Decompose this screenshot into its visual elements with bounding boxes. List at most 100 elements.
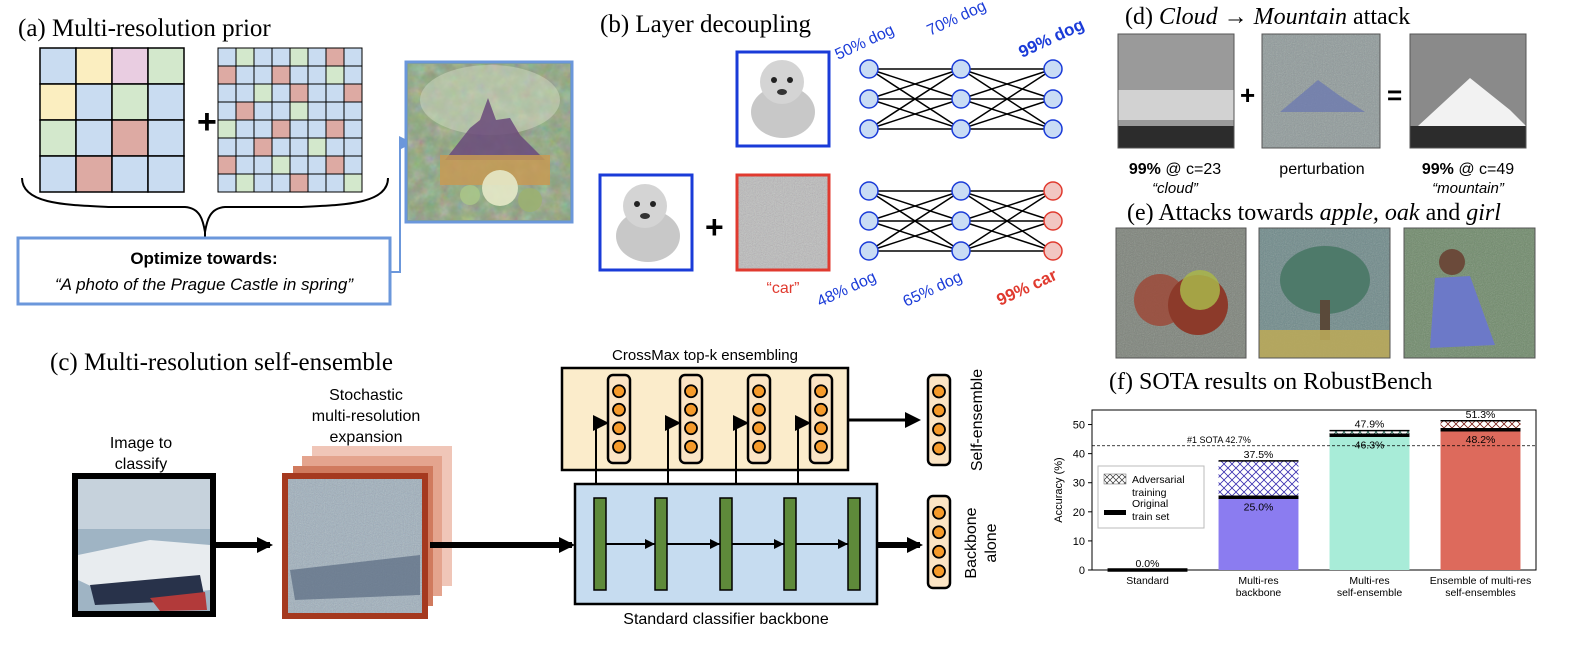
network-node: [951, 89, 971, 109]
reference-label: #1 SOTA 42.7%: [1187, 435, 1251, 445]
bar-adversarial: [1329, 430, 1410, 436]
skip-connection: [795, 415, 811, 493]
self-ensemble-label: Self-ensemble: [969, 369, 986, 471]
panel-b: (b) Layer decoupling + “car” 50% dog 70%: [598, 0, 1087, 311]
y-tick-label: 10: [1073, 536, 1085, 548]
fine-grid: [217, 47, 363, 193]
grid-cell: [147, 83, 185, 121]
bar-base-label: 46.3%: [1355, 439, 1385, 451]
network-node: [1043, 211, 1063, 231]
optimize-title: Optimize towards:: [130, 249, 277, 268]
mountain-score: 99% @ c=49: [1422, 161, 1514, 178]
neuron: [932, 544, 946, 559]
expansion-label-2: multi-resolution: [312, 408, 420, 425]
grid-cell: [111, 155, 149, 193]
panel-e-title: (e) Attacks towards apple, oak and girl: [1127, 200, 1501, 226]
skip-connection: [665, 415, 681, 493]
panel-c: (c) Multi-resolution self-ensemble Image…: [50, 347, 1000, 628]
grid-cell: [75, 119, 113, 157]
grid-cell: [253, 155, 273, 175]
backbone-output: [926, 494, 952, 590]
network-edge: [868, 190, 962, 252]
neuron: [814, 421, 828, 436]
panel-b-title: (b) Layer decoupling: [600, 11, 812, 38]
image-label-1: Image to: [110, 435, 172, 452]
dog-image-bottom: [598, 173, 694, 272]
grid-cell: [111, 47, 149, 85]
neuron: [684, 439, 698, 454]
grid-cell: [271, 47, 291, 67]
neuron: [814, 439, 828, 454]
bottom-label-2: 65% dog: [901, 269, 965, 311]
y-tick-label: 50: [1073, 420, 1085, 432]
grid-cell: [75, 47, 113, 85]
expansion-label-3: expansion: [330, 429, 403, 446]
grid-cell: [289, 119, 309, 139]
x-tick-label: self-ensembles: [1445, 587, 1516, 599]
y-axis-label: Accuracy (%): [1053, 457, 1065, 522]
neuron: [932, 564, 946, 579]
x-tick-label: Ensemble of multi-res: [1430, 575, 1532, 587]
network-node: [859, 181, 879, 201]
backbone-arrowhead: [710, 539, 720, 549]
backbone-arrowhead: [774, 539, 784, 549]
backbone-layer: [654, 497, 668, 591]
grid-cell: [235, 83, 255, 103]
network-node: [859, 59, 879, 79]
grid-cell: [325, 101, 345, 121]
grid-cell: [325, 65, 345, 85]
grid-cell: [217, 101, 237, 121]
grid-cell: [289, 83, 309, 103]
grid-cell: [235, 173, 255, 193]
bar-value-label: 47.9%: [1355, 419, 1385, 431]
bar-base-label: 25.0%: [1244, 501, 1274, 513]
grid-cell: [111, 119, 149, 157]
grid-cell: [307, 155, 327, 175]
grid-cell: [253, 173, 273, 193]
network-edge: [868, 68, 962, 100]
grid-cell: [289, 137, 309, 157]
grid-cell: [325, 47, 345, 67]
cloud-image: [1117, 33, 1235, 149]
bar-value-label: 51.3%: [1466, 409, 1496, 421]
cloud-score: 99% @ c=23: [1129, 161, 1221, 178]
self-ensemble-column: [926, 373, 952, 467]
panel-d: (d) Cloud → Mountain attack + = 99% @ c=…: [1117, 4, 1527, 197]
grid-cell: [253, 119, 273, 139]
network-node: [951, 241, 971, 261]
network-edge: [960, 190, 1054, 252]
network-edge: [868, 68, 962, 130]
grid-cell: [307, 137, 327, 157]
grid-cell: [217, 119, 237, 139]
bottom-label-1: 48% dog: [815, 269, 879, 311]
skip-connection: [733, 415, 749, 493]
grid-cell: [253, 65, 273, 85]
x-tick-label: Multi-res: [1349, 575, 1389, 587]
bar-value-label: 0.0%: [1136, 558, 1160, 570]
network-node: [1043, 119, 1063, 139]
grid-cell: [217, 65, 237, 85]
grid-cell: [289, 65, 309, 85]
neuron: [814, 402, 828, 417]
grid-cell: [325, 137, 345, 157]
x-tick-label: self-ensemble: [1337, 587, 1403, 599]
equals-sign: =: [1387, 80, 1402, 110]
optimize-box: [16, 236, 392, 306]
bar-original: [1218, 497, 1299, 570]
grid-cell: [307, 101, 327, 121]
neuron: [932, 422, 946, 437]
neuron: [932, 505, 946, 520]
grid-cell: [289, 101, 309, 121]
plus-sign-b: +: [705, 209, 724, 245]
grid-cell: [307, 173, 327, 193]
neuron: [612, 402, 626, 417]
bar-value-label: 37.5%: [1244, 449, 1274, 461]
network-edge: [960, 190, 1054, 222]
panel-f: (f) SOTA results on RobustBench 0 10 20 30 4…: [1053, 369, 1537, 599]
y-tick-label: 20: [1073, 507, 1085, 519]
network-node: [859, 211, 879, 231]
backbone-layer: [719, 497, 733, 591]
network-node: [1043, 59, 1063, 79]
